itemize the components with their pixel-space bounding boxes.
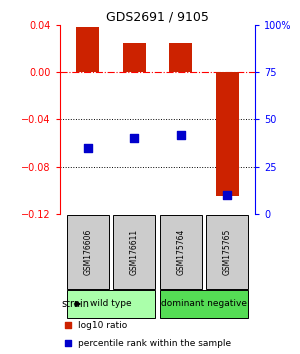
Text: GSM175764: GSM175764	[176, 229, 185, 275]
Point	[85, 145, 90, 151]
Bar	[215, 72, 239, 196]
Point	[65, 341, 70, 346]
Point	[225, 192, 230, 198]
Text: GSM175765: GSM175765	[223, 229, 232, 275]
Bar	[123, 42, 146, 72]
FancyBboxPatch shape	[67, 215, 109, 289]
Text: strain: strain	[61, 299, 89, 309]
Point	[132, 136, 137, 141]
Text: wild type: wild type	[90, 299, 132, 308]
FancyBboxPatch shape	[113, 215, 155, 289]
Text: GSM176611: GSM176611	[130, 229, 139, 275]
Text: percentile rank within the sample: percentile rank within the sample	[77, 339, 231, 348]
Bar	[76, 27, 100, 72]
FancyBboxPatch shape	[160, 290, 248, 318]
Text: dominant negative: dominant negative	[161, 299, 247, 308]
Point	[65, 322, 70, 328]
Bar	[169, 42, 192, 72]
FancyBboxPatch shape	[206, 215, 248, 289]
FancyBboxPatch shape	[67, 290, 155, 318]
Text: log10 ratio: log10 ratio	[77, 321, 127, 330]
FancyBboxPatch shape	[160, 215, 202, 289]
Point	[178, 132, 183, 137]
Text: GSM176606: GSM176606	[83, 229, 92, 275]
Title: GDS2691 / 9105: GDS2691 / 9105	[106, 11, 209, 24]
